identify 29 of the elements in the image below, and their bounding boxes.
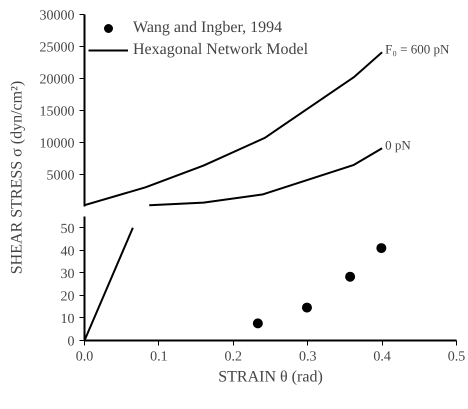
x-tick-label: 0.1 (150, 350, 168, 364)
y-tick-label: 20 (60, 289, 74, 304)
legend-label: Hexagonal Network Model (133, 41, 308, 59)
point (345, 272, 356, 282)
y-tick-label: 10000 (40, 136, 74, 152)
y-tick-label: 20000 (40, 72, 74, 88)
y-tick-label: 30 (60, 266, 74, 282)
y-tick-label: 50 (60, 222, 74, 237)
y-tick-label: 40 (60, 244, 74, 260)
x-tick-label: 0.0 (76, 350, 94, 364)
y-tick-label: 15000 (40, 104, 74, 120)
x-tick-label: 0.2 (224, 350, 242, 364)
point (252, 318, 263, 328)
point (302, 302, 312, 313)
point (376, 243, 386, 254)
line-series (148, 147, 384, 206)
y-tick-label: 0 (68, 334, 74, 350)
y-axis-title: SHEAR STRESS σ (dyn/cm²) (8, 80, 26, 274)
x-tick-label: 0.3 (298, 350, 316, 364)
legend-label: Wang and Ingber, 1994 (133, 19, 282, 37)
y-tick-label: 25000 (40, 40, 74, 56)
y-tick-label: 30000 (40, 8, 74, 24)
annotation: 0 pN (385, 137, 412, 152)
x-tick-label: 0.4 (373, 350, 391, 364)
x-tick-label: 0.5 (448, 350, 466, 364)
annotation: F₀ = 600 pN (385, 41, 450, 56)
y-tick-label: 10 (60, 312, 74, 327)
y-tick-label: 5000 (46, 168, 74, 184)
x-axis-title: STRAIN θ (rad) (218, 368, 323, 386)
